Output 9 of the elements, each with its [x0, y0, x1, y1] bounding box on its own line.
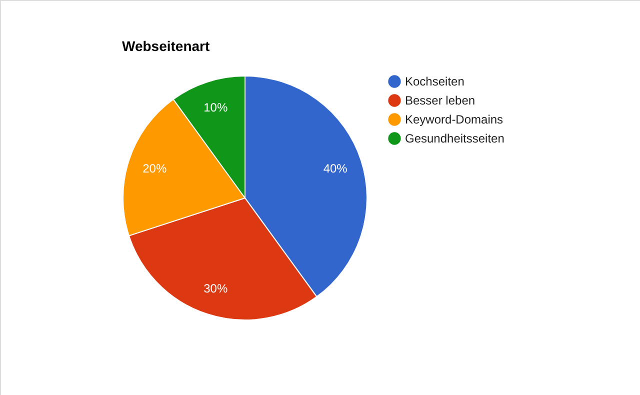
chart-title: Webseitenart — [122, 38, 210, 54]
legend-label: Kochseiten — [405, 74, 464, 88]
data-label: 40% — [323, 162, 348, 176]
legend-label: Gesundheitsseiten — [405, 132, 504, 146]
legend-label: Besser leben — [405, 94, 476, 108]
data-label: 20% — [142, 162, 167, 176]
data-label: 10% — [204, 100, 228, 115]
legend-label: Keyword-Domains — [405, 112, 504, 126]
data-label: 30% — [204, 281, 228, 296]
